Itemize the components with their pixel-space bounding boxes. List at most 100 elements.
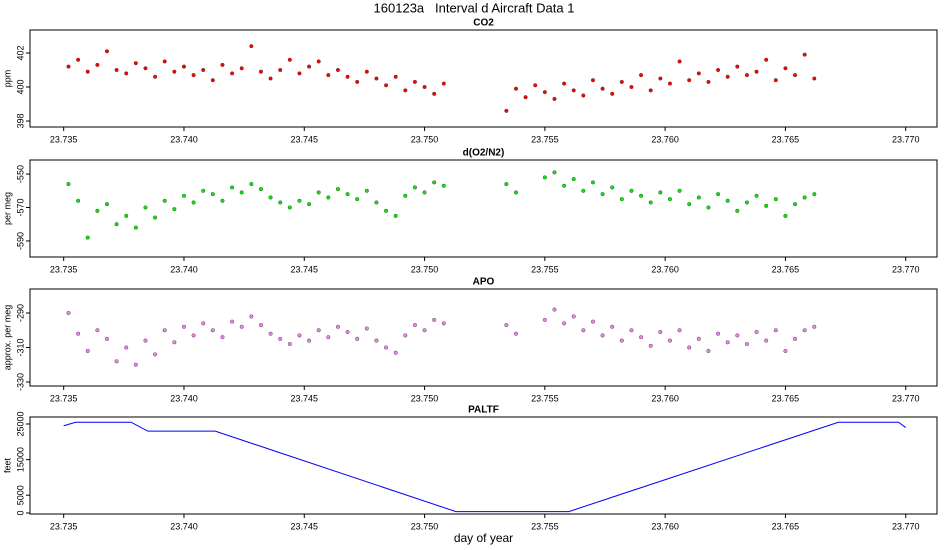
y-tick-label: 0 <box>15 510 25 515</box>
x-tick-label: 23.760 <box>651 264 679 274</box>
data-point <box>66 64 71 69</box>
data-point <box>181 193 186 198</box>
data-point <box>764 203 769 208</box>
x-tick-label: 23.770 <box>892 264 920 274</box>
data-point <box>687 202 692 207</box>
data-point <box>619 79 624 84</box>
data-point <box>590 180 595 185</box>
data-point <box>441 81 446 86</box>
data-point <box>706 348 711 353</box>
data-point <box>542 90 547 95</box>
data-point <box>66 182 71 187</box>
data-point <box>677 328 682 333</box>
data-point <box>513 190 518 195</box>
data-point <box>278 67 283 72</box>
data-point <box>364 69 369 74</box>
data-point <box>523 95 528 100</box>
data-point <box>658 76 663 81</box>
data-point <box>648 343 653 348</box>
x-tick-label: 23.740 <box>170 264 198 274</box>
data-point <box>812 324 817 329</box>
data-point <box>629 188 634 193</box>
y-tick-label: 15000 <box>15 447 25 472</box>
data-point <box>201 67 206 72</box>
data-point <box>124 71 129 76</box>
data-point <box>258 187 263 192</box>
data-point <box>552 96 557 101</box>
y-tick-label: 398 <box>15 114 25 129</box>
data-point <box>153 215 158 220</box>
x-tick-label: 23.745 <box>290 393 318 403</box>
data-point <box>677 59 682 64</box>
x-tick-label: 23.735 <box>50 264 78 274</box>
data-point <box>764 338 769 343</box>
data-point <box>249 314 254 319</box>
data-point <box>143 205 148 210</box>
data-point <box>124 213 129 218</box>
data-point <box>552 307 557 312</box>
data-point <box>696 195 701 200</box>
data-point <box>432 91 437 96</box>
data-point <box>725 198 730 203</box>
data-point <box>172 207 177 212</box>
data-point <box>716 331 721 336</box>
data-point <box>191 73 196 78</box>
data-point <box>412 79 417 84</box>
data-point <box>326 73 331 78</box>
data-point <box>744 200 749 205</box>
x-tick-label: 23.760 <box>651 393 679 403</box>
data-point <box>114 359 119 364</box>
data-point <box>590 319 595 324</box>
data-point <box>764 57 769 62</box>
data-point <box>393 350 398 355</box>
data-point <box>687 345 692 350</box>
data-point <box>432 317 437 322</box>
x-axis-label: day of year <box>454 531 513 545</box>
data-point <box>696 336 701 341</box>
data-point <box>95 328 100 333</box>
data-point <box>600 192 605 197</box>
data-point <box>133 61 138 66</box>
x-tick-label: 23.765 <box>772 393 800 403</box>
x-tick-label: 23.755 <box>531 134 559 144</box>
data-point <box>658 329 663 334</box>
x-tick-label: 23.740 <box>170 134 198 144</box>
data-point <box>639 335 644 340</box>
data-point <box>335 187 340 192</box>
data-point <box>316 59 321 64</box>
data-point <box>773 197 778 202</box>
data-point <box>384 208 389 213</box>
data-point <box>85 348 90 353</box>
data-point <box>422 328 427 333</box>
data-point <box>667 338 672 343</box>
data-point <box>133 362 138 367</box>
x-tick-label: 23.745 <box>290 134 318 144</box>
x-tick-label: 23.750 <box>411 393 439 403</box>
data-point <box>114 67 119 72</box>
data-point <box>307 202 312 207</box>
data-point <box>706 205 711 210</box>
y-axis-label: per meg <box>2 192 12 225</box>
data-point <box>85 69 90 74</box>
data-point <box>773 328 778 333</box>
plot-frame <box>29 288 938 387</box>
x-tick-label: 23.760 <box>651 521 679 531</box>
data-point <box>562 321 567 326</box>
data-point <box>374 338 379 343</box>
data-point <box>422 190 427 195</box>
data-point <box>412 185 417 190</box>
data-point <box>513 86 518 91</box>
y-tick-label: -330 <box>15 373 25 391</box>
y-tick-label: 25000 <box>15 411 25 436</box>
y-axis-label: ppm <box>2 70 12 88</box>
data-point <box>104 49 109 54</box>
data-point <box>677 188 682 193</box>
data-point <box>355 336 360 341</box>
data-point <box>725 340 730 345</box>
data-point <box>230 71 235 76</box>
data-point <box>422 85 427 90</box>
y-axis-label: feet <box>2 457 12 473</box>
data-point <box>335 324 340 329</box>
data-point <box>783 213 788 218</box>
y-tick-label: 402 <box>15 45 25 60</box>
